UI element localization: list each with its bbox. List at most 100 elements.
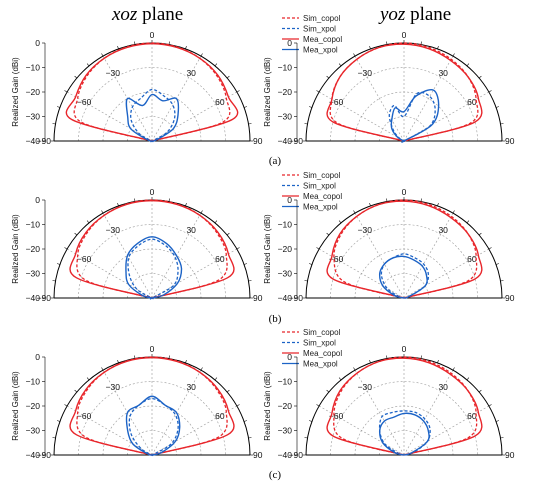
ylabel: Realized Gain (dBi) bbox=[11, 371, 20, 441]
gain-tick-label: −30 bbox=[278, 426, 293, 436]
gain-tick-label: −20 bbox=[278, 87, 293, 97]
angle-tick-mark bbox=[64, 247, 68, 250]
angle-tick-mark bbox=[86, 220, 90, 224]
angle-tick-label: −30 bbox=[106, 225, 121, 235]
legend-label: Sim_copol bbox=[303, 14, 341, 23]
grid-arc bbox=[78, 224, 226, 299]
legend-label: Sim_copol bbox=[303, 328, 341, 337]
legend-label: Mea_xpol bbox=[303, 46, 338, 55]
angle-tick-mark bbox=[488, 247, 492, 250]
angle-tick-mark bbox=[64, 90, 68, 93]
angle-tick-label: 0 bbox=[402, 187, 407, 197]
legend-label: Sim_xpol bbox=[303, 25, 336, 34]
angle-tick-mark bbox=[452, 53, 455, 57]
angle-tick-mark bbox=[500, 123, 504, 125]
gain-tick-label: 0 bbox=[35, 352, 40, 362]
angle-tick-label: 30 bbox=[186, 225, 196, 235]
grid-spoke bbox=[318, 91, 405, 142]
angle-tick-mark bbox=[437, 202, 439, 207]
legend-label: Mea_copol bbox=[303, 349, 342, 358]
angle-tick-label: 90 bbox=[253, 450, 263, 460]
angle-tick-mark bbox=[304, 280, 308, 282]
angle-tick-mark bbox=[353, 53, 356, 57]
angle-tick-mark bbox=[308, 420, 313, 422]
angle-tick-mark bbox=[338, 377, 342, 381]
gain-tick-label: 0 bbox=[35, 195, 40, 205]
angle-tick-mark bbox=[353, 210, 356, 214]
title-xoz-italic: xoz bbox=[111, 4, 138, 25]
angle-tick-mark bbox=[437, 45, 439, 50]
angle-tick-mark bbox=[56, 420, 61, 422]
angle-tick-mark bbox=[478, 389, 482, 393]
angle-tick-mark bbox=[64, 404, 68, 407]
grid-arc bbox=[330, 67, 478, 142]
angle-tick-label: 60 bbox=[467, 254, 477, 264]
angle-tick-mark bbox=[466, 377, 470, 381]
grid-spoke bbox=[403, 212, 454, 299]
series-line-mea-copol bbox=[326, 357, 483, 456]
title-xoz: xoz plane bbox=[111, 4, 183, 25]
angle-tick-label: −60 bbox=[77, 97, 92, 107]
angle-tick-mark bbox=[316, 90, 320, 93]
caption-b: (b) bbox=[269, 313, 282, 325]
angle-tick-label: −60 bbox=[77, 254, 92, 264]
angle-tick-mark bbox=[386, 355, 388, 359]
gain-tick-label: −30 bbox=[278, 112, 293, 122]
angle-tick-mark bbox=[86, 377, 90, 381]
angle-tick-mark bbox=[386, 41, 388, 45]
grid-spoke bbox=[403, 405, 490, 456]
angle-tick-mark bbox=[326, 389, 330, 393]
series-line-sim-xpol bbox=[127, 238, 179, 300]
grid-spoke bbox=[151, 91, 238, 142]
angle-tick-label: −60 bbox=[329, 97, 344, 107]
legend-label: Sim_xpol bbox=[303, 182, 336, 191]
angle-tick-label: 90 bbox=[505, 450, 515, 460]
angle-tick-label: 90 bbox=[505, 136, 515, 146]
angle-tick-label: 0 bbox=[150, 187, 155, 197]
angle-tick-mark bbox=[500, 280, 504, 282]
gain-tick-label: −10 bbox=[26, 220, 41, 230]
angle-tick-mark bbox=[200, 210, 203, 214]
angle-tick-mark bbox=[243, 420, 248, 422]
angle-tick-mark bbox=[495, 106, 500, 108]
legend-label: Sim_xpol bbox=[303, 339, 336, 348]
ylabel: Realized Gain (dBi) bbox=[263, 57, 272, 127]
gain-tick-label: −10 bbox=[278, 63, 293, 73]
series-line-sim-copol bbox=[333, 356, 478, 456]
angle-tick-mark bbox=[168, 41, 170, 45]
gain-tick-label: −40 bbox=[26, 293, 41, 303]
angle-tick-mark bbox=[185, 359, 187, 364]
series-line-mea-copol bbox=[326, 43, 483, 142]
angle-tick-mark bbox=[200, 53, 203, 57]
angle-tick-mark bbox=[420, 355, 422, 359]
angle-tick-label: 30 bbox=[438, 68, 448, 78]
gain-tick-label: −20 bbox=[26, 401, 41, 411]
gain-tick-label: −30 bbox=[278, 269, 293, 279]
angle-tick-mark bbox=[248, 280, 252, 282]
grid-spoke bbox=[66, 248, 153, 299]
angle-tick-mark bbox=[420, 198, 422, 202]
angle-tick-label: 30 bbox=[438, 382, 448, 392]
angle-tick-mark bbox=[74, 389, 78, 393]
angle-tick-mark bbox=[353, 367, 356, 371]
grid-spoke bbox=[403, 91, 490, 142]
angle-tick-mark bbox=[117, 45, 119, 50]
angle-tick-label: 60 bbox=[215, 411, 225, 421]
angle-tick-label: −30 bbox=[106, 382, 121, 392]
angle-tick-mark bbox=[478, 232, 482, 236]
angle-tick-label: −30 bbox=[358, 68, 373, 78]
grid-arc bbox=[78, 381, 226, 456]
angle-tick-mark bbox=[101, 210, 104, 214]
angle-tick-mark bbox=[326, 75, 330, 79]
angle-tick-label: 60 bbox=[467, 97, 477, 107]
legend-label: Mea_xpol bbox=[303, 360, 338, 369]
angle-tick-mark bbox=[308, 106, 313, 108]
angle-tick-label: −60 bbox=[77, 411, 92, 421]
angle-tick-mark bbox=[200, 367, 203, 371]
angle-tick-mark bbox=[134, 355, 136, 359]
